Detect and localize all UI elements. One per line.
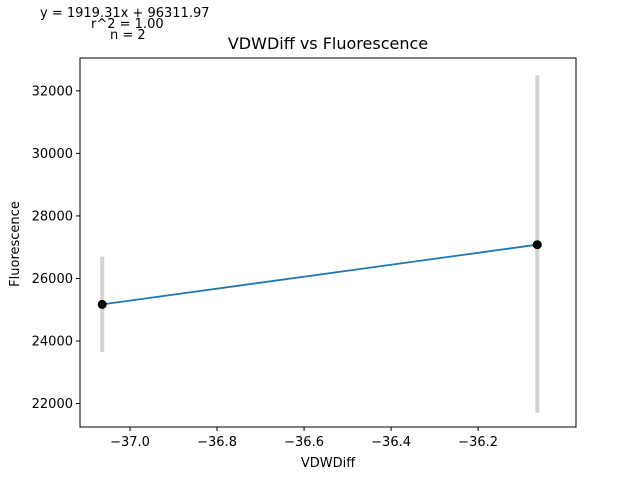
y-tick-label: 24000 bbox=[32, 335, 73, 350]
y-axis-label: Fluorescence bbox=[8, 201, 23, 287]
fit-equation: y = 1919.31x + 96311.97 bbox=[40, 6, 210, 21]
data-point-2 bbox=[532, 240, 542, 250]
y-tick-label: 22000 bbox=[32, 397, 73, 412]
chart-title: VDWDiff vs Fluorescence bbox=[228, 34, 428, 53]
x-tick-label: −36.8 bbox=[197, 435, 237, 450]
y-tick-label: 30000 bbox=[32, 147, 73, 162]
x-axis-label: VDWDiff bbox=[301, 456, 356, 471]
fit-r2: r^2 = 1.00 bbox=[91, 17, 164, 32]
x-tick-label: −36.2 bbox=[458, 435, 498, 450]
plot-frame bbox=[79, 57, 577, 428]
x-tick-label: −37.0 bbox=[110, 435, 150, 450]
y-tick-label: 32000 bbox=[32, 84, 73, 99]
data-point-1 bbox=[97, 299, 107, 309]
y-tick-label: 28000 bbox=[32, 209, 73, 224]
fit-n: n = 2 bbox=[110, 28, 146, 43]
series-line bbox=[102, 243, 538, 306]
x-tick-label: −36.4 bbox=[371, 435, 411, 450]
x-tick-label: −36.6 bbox=[284, 435, 324, 450]
y-tick-label: 26000 bbox=[32, 272, 73, 287]
